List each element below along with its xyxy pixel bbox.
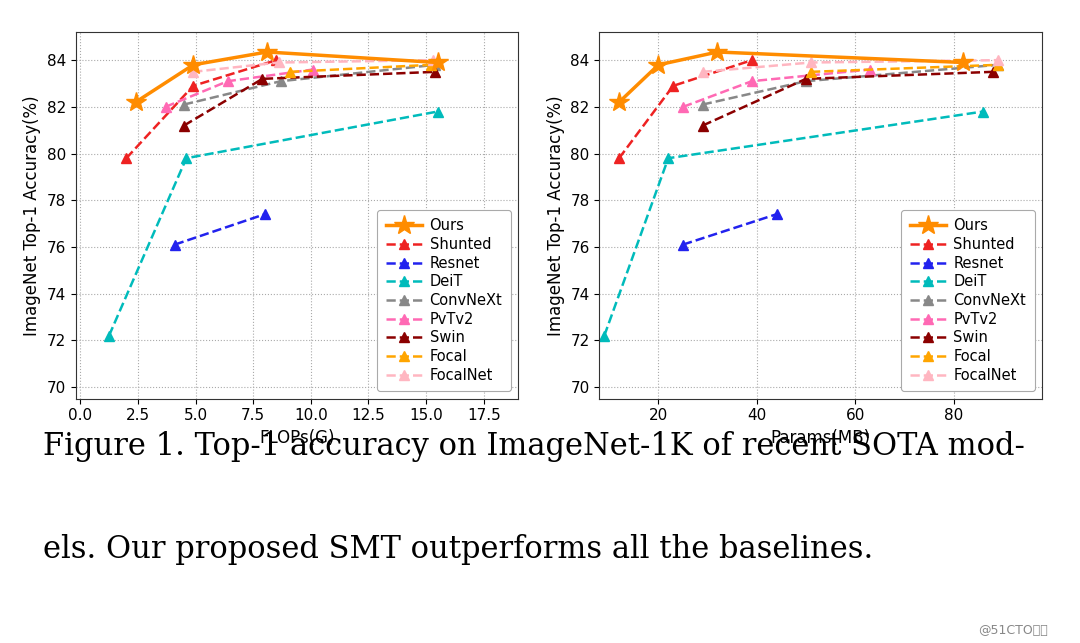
Y-axis label: ImageNet Top-1 Accuracy(%): ImageNet Top-1 Accuracy(%): [23, 95, 41, 336]
Text: els. Our proposed SMT outperforms all the baselines.: els. Our proposed SMT outperforms all th…: [43, 534, 874, 565]
X-axis label: Params(MB): Params(MB): [771, 429, 870, 447]
Y-axis label: ImageNet Top-1 Accuracy(%): ImageNet Top-1 Accuracy(%): [546, 95, 565, 336]
X-axis label: FLOPs(G): FLOPs(G): [259, 429, 335, 447]
Legend: Ours, Shunted, Resnet, DeiT, ConvNeXt, PvTv2, Swin, Focal, FocalNet: Ours, Shunted, Resnet, DeiT, ConvNeXt, P…: [377, 210, 511, 392]
Legend: Ours, Shunted, Resnet, DeiT, ConvNeXt, PvTv2, Swin, Focal, FocalNet: Ours, Shunted, Resnet, DeiT, ConvNeXt, P…: [901, 210, 1035, 392]
Text: Figure 1. Top-1 accuracy on ImageNet-1K of recent SOTA mod-: Figure 1. Top-1 accuracy on ImageNet-1K …: [43, 431, 1025, 462]
Text: @51CTO博客: @51CTO博客: [977, 624, 1048, 637]
